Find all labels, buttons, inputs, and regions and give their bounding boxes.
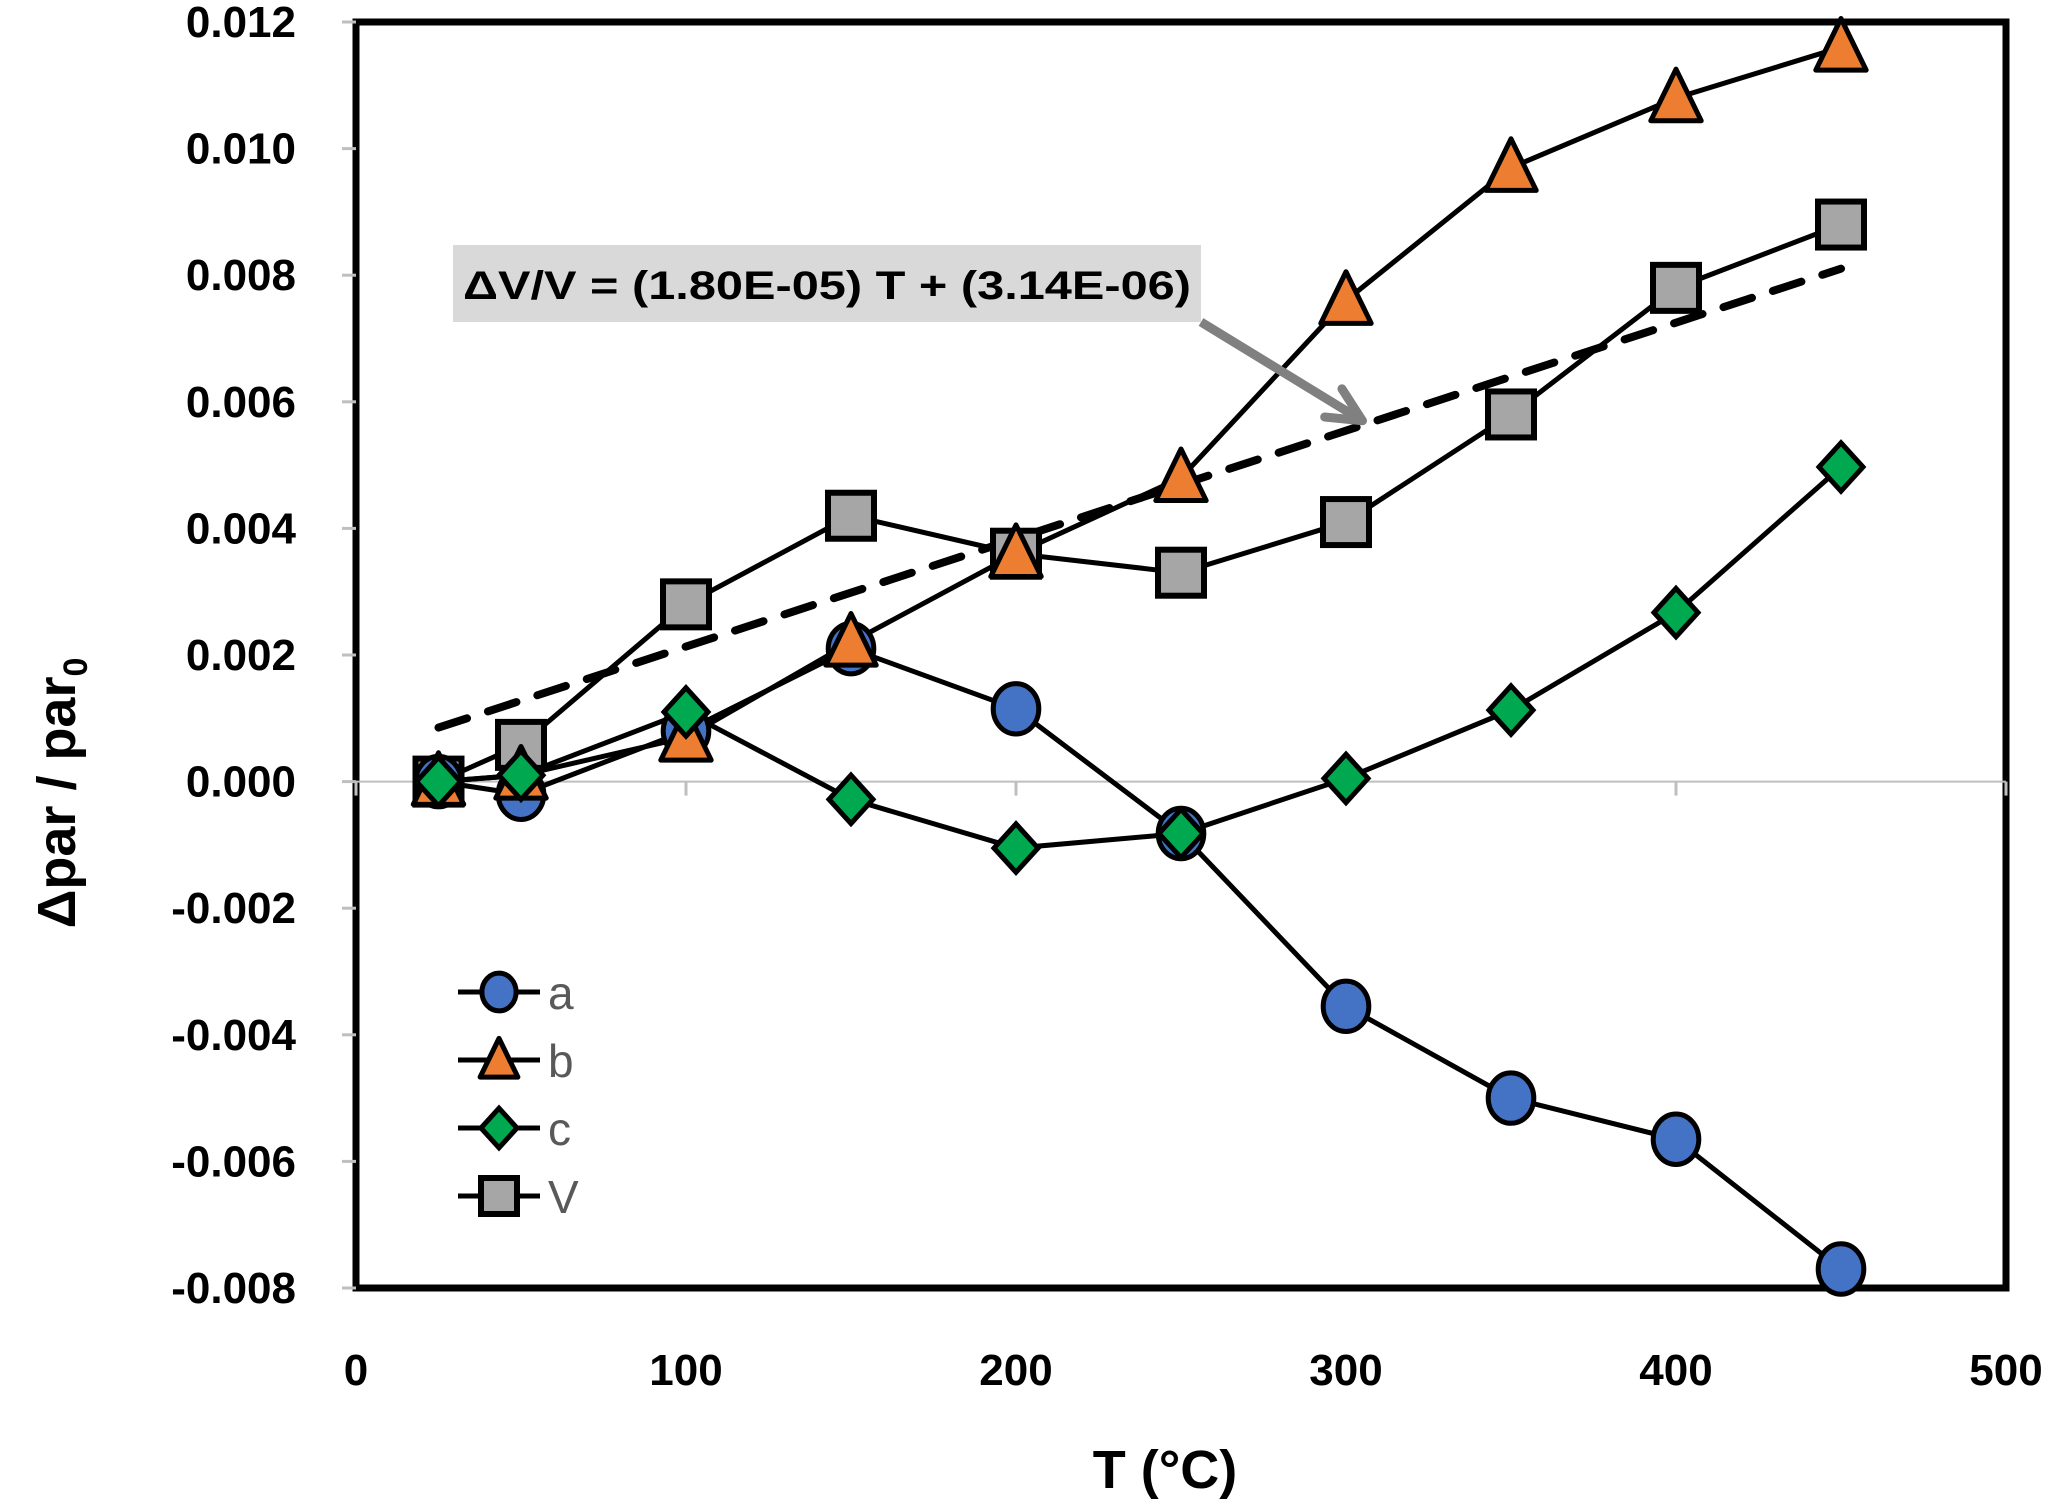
legend-label: V: [548, 1171, 579, 1223]
marker-circle: [1320, 978, 1372, 1035]
marker-circle: [479, 970, 519, 1014]
marker-circle: [1485, 1070, 1537, 1126]
x-tick-label: 300: [1309, 1346, 1382, 1395]
marker-circle: [1815, 1241, 1867, 1297]
marker-triangle: [1153, 446, 1209, 504]
y-tick-label: 0.006: [186, 378, 296, 427]
annotation-arrow-head: [1320, 384, 1367, 426]
marker-square: [1320, 496, 1372, 549]
marker-triangle: [477, 1035, 521, 1080]
legend-label: a: [548, 967, 574, 1019]
x-tick-label: 200: [979, 1346, 1052, 1395]
y-axis-title-main: Δpar / par: [27, 677, 87, 929]
y-tick-label: 0.008: [186, 251, 296, 300]
series-a: [438, 645, 1843, 1271]
series-line-a: [438, 645, 1843, 1271]
legend-item-b: b: [458, 1035, 574, 1087]
series-markers-b: [410, 16, 1869, 807]
marker-diamond: [660, 684, 712, 740]
legend-item-V: V: [458, 1171, 579, 1223]
y-tick-label: -0.004: [171, 1011, 296, 1060]
series-V: [437, 222, 1842, 784]
marker-square: [478, 1175, 520, 1217]
x-tick-label: 100: [649, 1346, 722, 1395]
marker-square: [1485, 388, 1537, 441]
series-line-b: [438, 44, 1842, 785]
marker-square: [660, 578, 712, 631]
marker-diamond: [1650, 584, 1702, 641]
x-tick-label: 500: [1969, 1346, 2042, 1395]
y-tick-label: 0.010: [186, 125, 296, 174]
y-axis-ticks: 0.012 0.010 0.008 0.006 0.004 0.002 0.000 -0.00…: [171, 0, 356, 1313]
marker-circle: [990, 681, 1042, 737]
marker-triangle: [1318, 269, 1374, 326]
marker-square: [1155, 546, 1207, 599]
annotation-text: ΔV/V = (1.80E-05) T + (3.14E-06): [463, 264, 1191, 308]
x-tick-label: 0: [344, 1346, 368, 1395]
y-tick-label: -0.002: [171, 884, 296, 933]
plot-frame: [352, 18, 2010, 1292]
annotation: ΔV/V = (1.80E-05) T + (3.14E-06): [453, 245, 1367, 426]
marker-triangle: [988, 522, 1044, 580]
marker-triangle: [1813, 16, 1869, 73]
series-b: [438, 44, 1842, 785]
marker-diamond: [477, 1104, 521, 1152]
marker-triangle: [823, 611, 879, 668]
y-axis-title-subscript: 0: [57, 658, 95, 677]
series-line-V: [437, 222, 1842, 784]
legend-item-a: a: [458, 967, 574, 1019]
legend-label: c: [548, 1103, 571, 1155]
marker-diamond: [413, 753, 464, 810]
marker-circle: [1650, 1111, 1702, 1167]
x-axis-ticks: 0 100 200 300 400 500: [344, 781, 2043, 1395]
marker-diamond: [495, 747, 547, 804]
marker-diamond: [1155, 805, 1207, 862]
marker-square: [825, 489, 877, 542]
series-layer: [410, 16, 1869, 1297]
marker-triangle: [1483, 136, 1539, 193]
marker-diamond: [825, 771, 877, 828]
marker-square: [1815, 198, 1867, 251]
y-axis-title: Δpar / par0: [27, 658, 95, 929]
annotation-box: [453, 245, 1201, 322]
marker-diamond: [990, 820, 1042, 876]
legend-label: b: [548, 1035, 574, 1087]
y-tick-label: -0.008: [171, 1264, 296, 1313]
annotation-arrow-shaft: [1198, 318, 1365, 425]
y-tick-label: 0.000: [186, 758, 296, 807]
marker-square: [1650, 261, 1702, 314]
x-axis-title: T (°C): [1093, 1440, 1238, 1500]
marker-diamond: [1320, 750, 1372, 807]
series-markers-c: [413, 439, 1867, 876]
legend-item-c: c: [458, 1103, 571, 1155]
y-tick-label: 0.012: [186, 0, 296, 47]
x-tick-label: 400: [1639, 1346, 1712, 1395]
y-tick-label: -0.006: [171, 1137, 296, 1186]
y-axis-title-group: Δpar / par0: [27, 658, 95, 929]
marker-diamond: [1485, 682, 1537, 738]
marker-triangle: [1648, 66, 1704, 124]
y-tick-label: 0.002: [186, 631, 296, 680]
series-line-c: [438, 465, 1843, 851]
series-c: [438, 465, 1843, 851]
y-tick-label: 0.004: [186, 504, 297, 553]
marker-diamond: [1815, 439, 1867, 495]
